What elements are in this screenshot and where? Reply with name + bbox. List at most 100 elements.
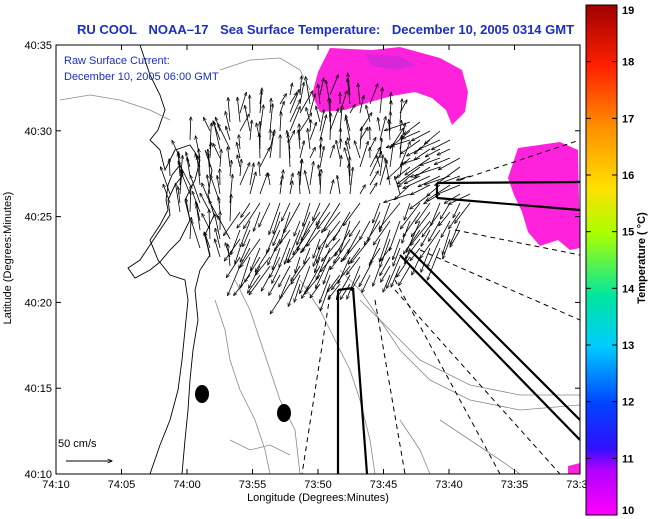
current-vector xyxy=(299,91,313,114)
current-vector xyxy=(309,147,315,159)
current-vector xyxy=(249,163,254,186)
current-vector xyxy=(239,114,249,132)
current-vector xyxy=(268,238,281,265)
current-vector xyxy=(349,167,353,195)
current-vector xyxy=(431,202,441,226)
current-vector xyxy=(321,238,341,261)
current-vector xyxy=(449,211,461,229)
current-vector xyxy=(411,184,431,195)
current-vector xyxy=(457,175,471,180)
map-title: RU COOL NOAA–17 Sea Surface Temperature:… xyxy=(0,22,651,37)
current-vector xyxy=(300,265,311,293)
current-vector xyxy=(259,133,260,159)
current-vector xyxy=(269,202,281,235)
current-vector xyxy=(379,202,401,229)
current-vector xyxy=(439,211,451,226)
current-vector xyxy=(336,140,341,159)
current-vector xyxy=(226,126,231,141)
current-vector xyxy=(329,108,339,132)
current-vector xyxy=(347,138,351,150)
current-vector xyxy=(450,229,461,247)
current-vector xyxy=(399,265,411,286)
current-vector xyxy=(380,256,391,276)
current-vector xyxy=(410,193,431,209)
current-vector xyxy=(384,193,411,202)
current-vector xyxy=(299,171,300,195)
current-vector xyxy=(259,162,260,177)
colorbar-tick-label: 13 xyxy=(622,340,634,352)
x-axis-label: Longitude (Degrees:Minutes) xyxy=(247,492,389,504)
current-vector xyxy=(240,238,261,267)
current-vector xyxy=(389,120,390,141)
current-vector xyxy=(442,229,451,254)
current-vector xyxy=(197,156,201,186)
current-vector xyxy=(431,139,451,150)
current-vector xyxy=(279,101,284,114)
current-vector xyxy=(255,256,271,275)
current-vector xyxy=(411,166,441,177)
current-vector xyxy=(280,211,291,244)
current-vector xyxy=(400,202,421,229)
current-vector xyxy=(270,256,281,277)
current-vector xyxy=(163,184,171,204)
current-vector xyxy=(326,229,341,248)
current-vector xyxy=(348,73,351,96)
current-vector xyxy=(239,135,240,150)
current-vector xyxy=(237,155,241,168)
current-vector xyxy=(231,229,241,255)
current-vector xyxy=(410,220,431,245)
current-vector xyxy=(218,124,231,150)
sst-patch-north-cool xyxy=(365,54,415,70)
current-vector xyxy=(279,265,291,287)
current-vector xyxy=(209,210,210,240)
colorbar-tick-label: 19 xyxy=(622,5,634,17)
current-vector xyxy=(402,130,421,139)
current-vector xyxy=(402,220,411,243)
current-vector xyxy=(284,247,291,264)
current-vector xyxy=(393,247,401,266)
current-vector xyxy=(344,148,351,168)
current-vector xyxy=(359,141,368,168)
current-vector xyxy=(217,176,221,195)
current-vector xyxy=(187,158,191,177)
current-vector xyxy=(289,93,297,105)
current-vector xyxy=(317,211,331,229)
current-vector xyxy=(362,274,371,292)
current-vector xyxy=(283,202,301,233)
current-vector xyxy=(427,238,441,268)
current-vector xyxy=(453,202,461,218)
current-vector xyxy=(343,202,361,226)
current-vector xyxy=(272,265,281,283)
current-vector xyxy=(202,214,211,231)
current-vector xyxy=(204,232,211,258)
current-vector xyxy=(429,220,441,241)
current-vector xyxy=(404,202,411,220)
current-vector xyxy=(373,202,381,223)
current-vector xyxy=(237,211,251,228)
current-vector xyxy=(304,247,311,264)
current-vector xyxy=(319,78,324,96)
current-vector xyxy=(306,108,311,123)
current-vector xyxy=(318,84,321,105)
current-vector xyxy=(282,202,291,221)
current-vector xyxy=(330,113,331,141)
title-date: December 10, 2005 0314 GMT xyxy=(391,22,575,37)
current-vector xyxy=(415,166,431,177)
current-vector xyxy=(313,202,321,220)
current-vector xyxy=(437,148,451,155)
current-vector xyxy=(196,205,201,231)
current-vector xyxy=(318,220,341,249)
sst-patch-southeast xyxy=(568,463,580,474)
current-vector xyxy=(397,166,411,178)
current-vector xyxy=(390,101,391,114)
current-vector xyxy=(230,160,231,177)
current-vector xyxy=(348,247,361,264)
y-axis-ticks: 40:10 40:15 40:20 40:25 40:30 40:35 xyxy=(24,40,580,481)
current-vector xyxy=(369,137,376,150)
current-vector xyxy=(386,139,411,147)
current-vector xyxy=(268,173,271,186)
current-vector xyxy=(425,130,441,144)
current-vector xyxy=(399,99,402,123)
current-vector xyxy=(200,193,211,213)
current-vector xyxy=(289,83,292,96)
